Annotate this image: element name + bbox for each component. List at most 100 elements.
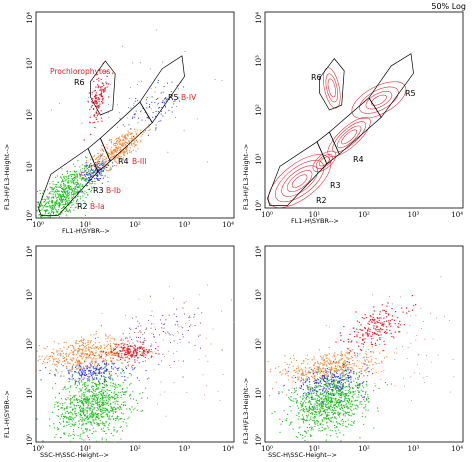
point-b-ia xyxy=(104,397,106,399)
point-prochlorophytes xyxy=(144,349,146,351)
point-b-ia xyxy=(79,184,81,186)
point-b-iii xyxy=(334,352,336,354)
point-b-ia xyxy=(330,392,332,394)
point-b-ia xyxy=(347,391,349,393)
point-b-ia xyxy=(327,403,329,405)
point-b-iii xyxy=(341,355,343,357)
point-b-iii xyxy=(79,348,81,350)
point-b-ib xyxy=(88,370,90,372)
point-b-ia xyxy=(317,371,319,373)
point-b-iii xyxy=(54,364,56,366)
point-b-iv xyxy=(183,313,185,315)
point-b-iii xyxy=(325,355,327,357)
point-b-iii xyxy=(80,340,82,342)
point-b-iii xyxy=(119,146,121,148)
point-b-ib xyxy=(96,177,98,179)
point-b-iii xyxy=(87,357,89,359)
point-b-iii xyxy=(109,348,111,350)
point-b-iii xyxy=(302,374,304,376)
point-b-ib xyxy=(322,390,324,392)
point-prochlorophytes xyxy=(99,89,101,91)
point-b-ia xyxy=(76,202,78,204)
point-prochlorophytes xyxy=(119,358,122,361)
point-b-ia xyxy=(365,391,367,393)
point-b-ia xyxy=(63,182,65,184)
point-b-ia xyxy=(71,181,73,183)
point-b-ia xyxy=(91,165,93,167)
point-b-ia xyxy=(85,388,87,390)
point-b-ia xyxy=(358,391,360,393)
point-prochlorophytes xyxy=(142,350,145,353)
point-b-ia xyxy=(67,194,69,196)
point-b-ia xyxy=(38,209,40,211)
point-b-ia xyxy=(79,395,81,397)
point-b-ia xyxy=(103,403,105,405)
point-b-iii xyxy=(98,357,100,359)
point-b-ia xyxy=(74,193,76,195)
point-b-iii xyxy=(108,155,110,157)
point-b-iii xyxy=(301,368,303,370)
point-b-ia xyxy=(47,210,49,212)
point-b-ia xyxy=(346,380,348,382)
point-b-ia xyxy=(114,401,116,403)
point-b-iii xyxy=(60,363,62,365)
point-b-iii xyxy=(65,354,67,356)
point-noise xyxy=(169,286,170,288)
point-b-iii xyxy=(357,352,359,354)
point-b-iii xyxy=(305,370,307,372)
point-b-ia xyxy=(334,399,336,401)
point-b-ia xyxy=(146,378,148,380)
point-noise xyxy=(162,339,164,341)
point-b-ia xyxy=(127,377,129,379)
point-b-iv xyxy=(178,100,180,102)
point-b-ia xyxy=(103,407,105,409)
point-b-iv xyxy=(148,319,150,321)
point-prochlorophytes xyxy=(90,101,93,103)
point-b-iv xyxy=(149,106,151,107)
point-b-ia xyxy=(326,434,328,436)
point-b-ib xyxy=(101,162,103,164)
point-prochlorophytes xyxy=(100,117,102,119)
point-noise xyxy=(141,80,142,82)
point-b-ia xyxy=(106,385,108,387)
point-b-ia xyxy=(309,407,311,409)
point-b-ia xyxy=(102,395,104,397)
point-b-ia xyxy=(307,395,309,397)
point-b-ia xyxy=(83,394,85,396)
point-b-ia xyxy=(61,168,63,170)
point-b-iii xyxy=(337,370,339,372)
point-b-ia xyxy=(347,419,349,421)
point-b-ia xyxy=(361,403,363,405)
point-prochlorophytes xyxy=(132,354,134,356)
point-prochlorophytes xyxy=(100,110,102,112)
point-b-iii xyxy=(334,365,336,367)
point-b-ia xyxy=(306,427,308,429)
point-b-iii xyxy=(109,153,111,155)
point-b-ia xyxy=(123,394,125,396)
point-noise xyxy=(88,102,89,103)
point-b-iii xyxy=(45,357,47,359)
point-b-iii xyxy=(267,361,269,363)
point-b-iv xyxy=(143,339,145,341)
point-b-ia xyxy=(324,403,326,405)
point-b-iii xyxy=(80,348,82,350)
point-b-iii xyxy=(122,142,124,144)
point-b-iii xyxy=(97,159,99,161)
x-tick-label: 10⁰ xyxy=(261,211,273,219)
point-b-ia xyxy=(342,407,344,409)
point-b-iii xyxy=(119,350,121,352)
point-b-iii xyxy=(376,344,378,346)
point-b-iii xyxy=(106,351,108,353)
plot-frame xyxy=(264,245,464,443)
point-b-iii xyxy=(75,365,77,367)
point-b-ia xyxy=(302,409,304,411)
point-b-iii xyxy=(37,360,39,362)
point-b-ib xyxy=(306,384,308,386)
point-b-iii xyxy=(332,379,334,381)
point-b-ib xyxy=(329,371,331,373)
point-b-iii xyxy=(114,145,116,147)
point-b-ia xyxy=(72,193,74,195)
point-b-ia xyxy=(63,433,65,435)
point-b-ia xyxy=(93,392,95,394)
point-prochlorophytes xyxy=(119,350,121,352)
